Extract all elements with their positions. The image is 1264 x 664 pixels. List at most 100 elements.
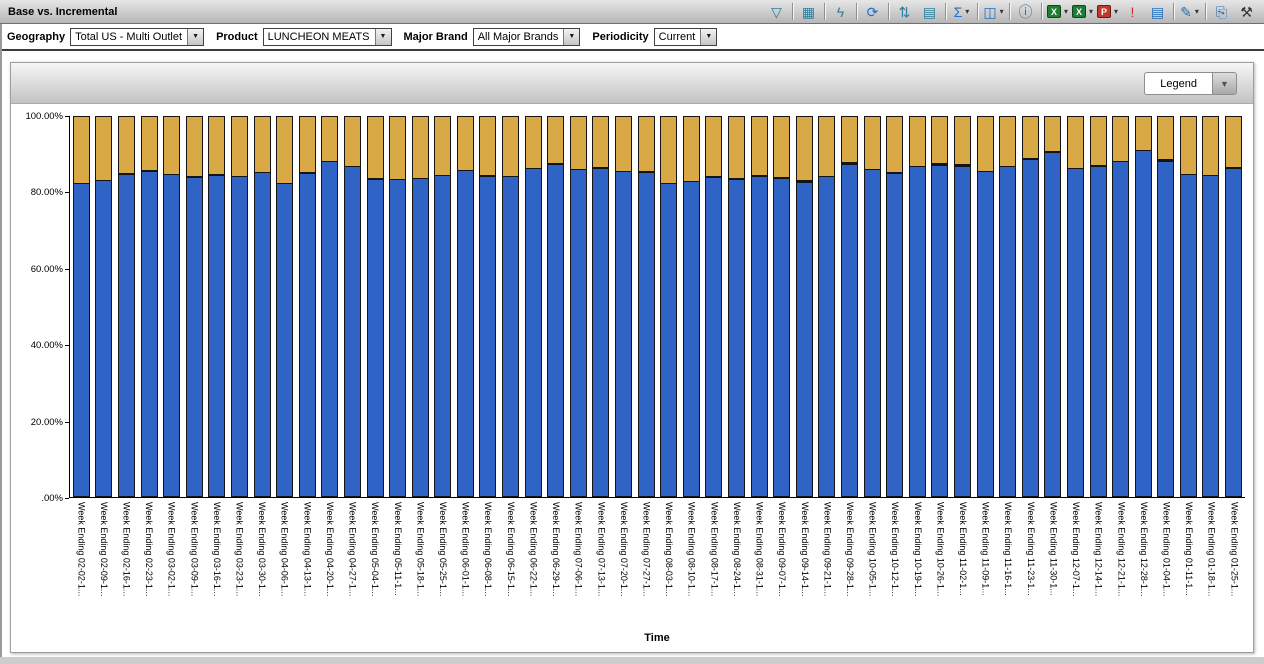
stacked-bar[interactable] [276, 116, 294, 497]
stacked-bar[interactable] [660, 116, 678, 497]
stacked-bar[interactable] [728, 116, 746, 497]
alert-button[interactable]: ! [1121, 2, 1144, 22]
select-measures-button[interactable]: ▤ [918, 2, 941, 22]
stacked-bar[interactable] [863, 116, 881, 497]
stacked-bar[interactable] [976, 116, 994, 497]
chevron-down-icon[interactable]: ▾ [965, 7, 970, 16]
chevron-down-icon[interactable]: ▼ [374, 28, 391, 45]
x-label-slot: Week Ending 05-04-1... [363, 502, 386, 628]
stacked-bar[interactable] [615, 116, 633, 497]
stacked-bar[interactable] [908, 116, 926, 497]
stacked-bar[interactable] [592, 116, 610, 497]
stacked-bar[interactable] [682, 116, 700, 497]
incremental-segment [660, 116, 678, 183]
stacked-bar[interactable] [72, 116, 90, 497]
legend-button[interactable]: Legend ▼ [1144, 72, 1237, 95]
chevron-down-icon[interactable]: ▼ [700, 28, 717, 45]
bar-slot [409, 116, 432, 497]
stacked-bar[interactable] [1044, 116, 1062, 497]
export-excel-data-button[interactable]: X ▾ [1071, 2, 1094, 22]
stacked-bar[interactable] [931, 116, 949, 497]
product-select[interactable]: LUNCHEON MEATS ▼ [262, 27, 392, 46]
stacked-bar[interactable] [569, 116, 587, 497]
stacked-bar[interactable] [1225, 116, 1243, 497]
stacked-bar[interactable] [886, 116, 904, 497]
stacked-bar[interactable] [230, 116, 248, 497]
copy-button[interactable]: ⎘ [1210, 2, 1233, 22]
info-button[interactable]: ⓘ [1014, 2, 1037, 22]
stacked-bar[interactable] [366, 116, 384, 497]
stacked-bar[interactable] [411, 116, 429, 497]
periodicity-select[interactable]: Current ▼ [653, 27, 718, 46]
sort-button[interactable]: ⇅ [893, 2, 916, 22]
stacked-bar[interactable] [1112, 116, 1130, 497]
stacked-bar[interactable] [818, 116, 836, 497]
chevron-down-icon[interactable]: ▼ [563, 28, 580, 45]
major-brand-select[interactable]: All Major Brands ▼ [472, 27, 581, 46]
stacked-bar[interactable] [524, 116, 542, 497]
chevron-down-icon[interactable]: ▾ [1113, 7, 1118, 16]
stacked-bar[interactable] [456, 116, 474, 497]
x-axis-tick-label: Week Ending 03-09-1... [189, 502, 200, 597]
stacked-bar[interactable] [479, 116, 497, 497]
stacked-bar[interactable] [208, 116, 226, 497]
geography-select[interactable]: Total US - Multi Outlet ▼ [70, 27, 205, 46]
bar-slot [1177, 116, 1200, 497]
base-segment [615, 172, 633, 497]
chevron-down-icon[interactable]: ▾ [1088, 7, 1093, 16]
stacked-bar[interactable] [1089, 116, 1107, 497]
stacked-bar[interactable] [750, 116, 768, 497]
stacked-bar[interactable] [999, 116, 1017, 497]
stacked-bar[interactable] [163, 116, 181, 497]
stacked-bar[interactable] [795, 116, 813, 497]
chevron-down-icon[interactable]: ▾ [1063, 7, 1068, 16]
stacked-bar[interactable] [389, 116, 407, 497]
stacked-bar[interactable] [321, 116, 339, 497]
report-outline-button[interactable]: ▤ [1146, 2, 1169, 22]
table-design-button[interactable]: ▦ [797, 2, 820, 22]
stacked-bar[interactable] [1179, 116, 1197, 497]
stacked-bar[interactable] [773, 116, 791, 497]
stacked-bar[interactable] [140, 116, 158, 497]
toolbar-separator [1205, 3, 1206, 20]
incremental-segment [1044, 116, 1062, 152]
y-axis-tick-mark [65, 422, 69, 423]
stacked-bar[interactable] [253, 116, 271, 497]
chevron-down-icon[interactable]: ▼ [187, 28, 204, 45]
refresh-button[interactable]: ⟳ [861, 2, 884, 22]
product-label: Product [216, 30, 258, 43]
export-powerpoint-button[interactable]: P ▾ [1096, 2, 1119, 22]
stacked-bar[interactable] [705, 116, 723, 497]
edit-button[interactable]: ✎ ▾ [1178, 2, 1201, 22]
stacked-bar[interactable] [637, 116, 655, 497]
stacked-bar[interactable] [1066, 116, 1084, 497]
stacked-bar[interactable] [1202, 116, 1220, 497]
stacked-bar[interactable] [117, 116, 135, 497]
stacked-bar[interactable] [547, 116, 565, 497]
stacked-bar[interactable] [1134, 116, 1152, 497]
sum-sigma-button[interactable]: Σ ▾ [950, 2, 973, 22]
stacked-bar[interactable] [343, 116, 361, 497]
x-label-slot: Week Ending 09-07-1... [770, 502, 793, 628]
stacked-bar[interactable] [434, 116, 452, 497]
stacked-bar[interactable] [298, 116, 316, 497]
stacked-bar[interactable] [1157, 116, 1175, 497]
bar-slot [206, 116, 229, 497]
chevron-down-icon[interactable]: ▾ [999, 7, 1004, 16]
filter-button[interactable]: ▽ [765, 2, 788, 22]
export-powerpoint-icon: P [1096, 5, 1111, 18]
bar-slot [1042, 116, 1065, 497]
stacked-bar[interactable] [95, 116, 113, 497]
x-axis-tick-label: Week Ending 07-06-1... [573, 502, 584, 597]
stacked-bar[interactable] [1021, 116, 1039, 497]
chevron-down-icon[interactable]: ▾ [1194, 7, 1199, 16]
quick-calc-button[interactable]: ϟ [829, 2, 852, 22]
stacked-bar[interactable] [953, 116, 971, 497]
stacked-bar[interactable] [840, 116, 858, 497]
pivot-grid-button[interactable]: ◫ ▾ [982, 2, 1005, 22]
stacked-bar[interactable] [185, 116, 203, 497]
stacked-bar[interactable] [502, 116, 520, 497]
tools-button[interactable]: ⚒ [1235, 2, 1258, 22]
chevron-down-icon[interactable]: ▼ [1212, 72, 1237, 95]
export-excel-button[interactable]: X ▾ [1046, 2, 1069, 22]
